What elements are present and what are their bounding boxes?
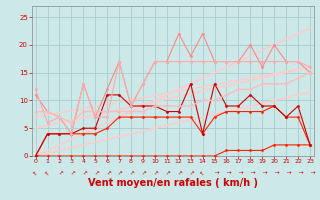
Text: ↑: ↑: [236, 170, 241, 175]
Text: ↑: ↑: [260, 170, 265, 175]
Text: ↑: ↑: [308, 170, 313, 175]
Text: ↑: ↑: [175, 170, 182, 177]
Text: ↑: ↑: [248, 170, 253, 175]
Text: ↑: ↑: [104, 170, 111, 177]
Text: ↑: ↑: [80, 170, 87, 177]
Text: ↑: ↑: [139, 170, 147, 177]
Text: ↑: ↑: [212, 170, 217, 175]
Text: ↑: ↑: [151, 170, 158, 177]
Text: ↑: ↑: [56, 170, 63, 177]
Text: ↑: ↑: [116, 170, 123, 177]
Text: ↑: ↑: [44, 170, 51, 177]
Text: ↑: ↑: [224, 170, 229, 175]
Text: ↑: ↑: [127, 170, 135, 177]
Text: ↑: ↑: [284, 170, 289, 175]
X-axis label: Vent moyen/en rafales ( km/h ): Vent moyen/en rafales ( km/h ): [88, 178, 258, 188]
Text: ↑: ↑: [68, 170, 75, 177]
Text: ↑: ↑: [32, 170, 39, 177]
Text: ↑: ↑: [92, 170, 99, 177]
Text: ↑: ↑: [272, 170, 277, 175]
Text: ↑: ↑: [187, 170, 194, 177]
Text: ↑: ↑: [296, 170, 300, 175]
Text: ↑: ↑: [163, 170, 171, 177]
Text: ↑: ↑: [199, 170, 206, 177]
